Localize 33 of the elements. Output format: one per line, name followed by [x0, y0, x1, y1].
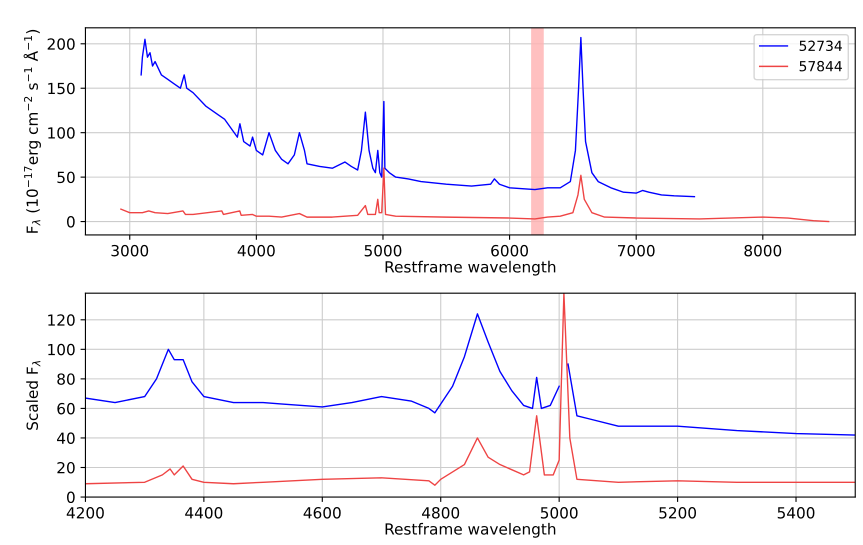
y-tick-label: 50 [57, 172, 75, 184]
x-tick-label: 3000 [111, 244, 148, 256]
x-tick-label: 4800 [422, 507, 460, 519]
y-tick-label: 40 [57, 432, 75, 444]
line-series [140, 36, 696, 198]
x-tick-label: 5200 [659, 507, 696, 519]
x-tick-label: 5000 [364, 244, 402, 256]
x-tick-label: 4000 [238, 244, 275, 256]
y-tick-label: 20 [57, 462, 75, 474]
y-tick-label: 100 [48, 344, 75, 356]
y-axis-title: Scaled F$_{λ}$ [26, 360, 40, 430]
text: F$_{λ}$ (10$^{−17}$erg cm$^{−2}$ s$^{−1}$ Å$^{−1}$) [24, 30, 41, 233]
y-tick-label: 0 [67, 492, 75, 504]
x-tick-label: 5000 [540, 507, 578, 519]
x-tick-label: 4400 [185, 507, 222, 519]
y-tick-label: 150 [48, 82, 75, 94]
y-tick-label: 0 [67, 216, 75, 228]
y-tick-label: 200 [48, 38, 75, 50]
y-tick-label: 100 [48, 127, 75, 139]
x-axis-title: Restframe wavelength [386, 260, 556, 276]
x-tick-label: 8000 [744, 244, 782, 256]
x-tick-label: 4600 [304, 507, 341, 519]
legend-label: 57844 [800, 60, 842, 72]
x-axis-title: Restframe wavelength [386, 522, 556, 538]
x-tick-label: 4200 [66, 507, 104, 519]
y-tick-label: 80 [57, 373, 75, 385]
legend-label: 52734 [800, 40, 842, 52]
y-tick-label: 60 [57, 402, 75, 414]
y-tick-label: 120 [48, 314, 75, 326]
x-tick-label: 5400 [778, 507, 814, 519]
x-tick-label: 6000 [491, 244, 528, 256]
line-series [120, 168, 830, 222]
x-tick-label: 7000 [618, 244, 655, 256]
